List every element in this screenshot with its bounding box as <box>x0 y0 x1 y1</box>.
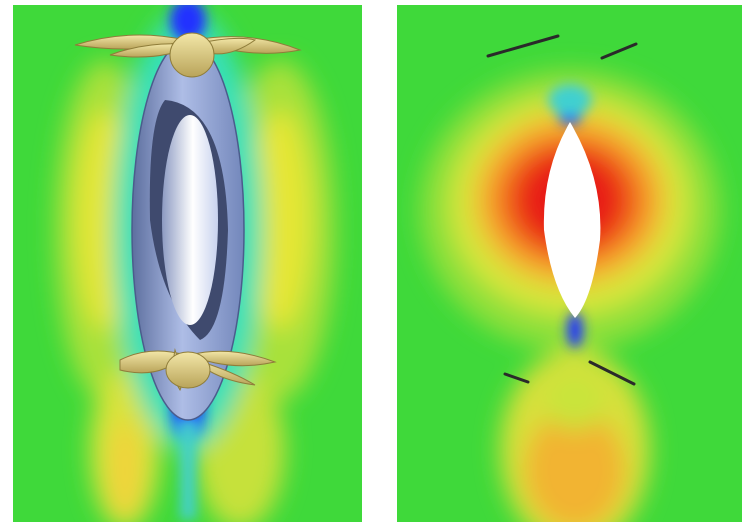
stagnation <box>548 84 592 348</box>
bottom-propeller <box>119 348 277 391</box>
top-propeller <box>74 32 302 78</box>
right-panel <box>397 5 742 522</box>
blade-sections <box>486 34 638 386</box>
left-panel <box>13 5 362 522</box>
inner-body <box>162 115 218 325</box>
body-section <box>543 122 601 318</box>
